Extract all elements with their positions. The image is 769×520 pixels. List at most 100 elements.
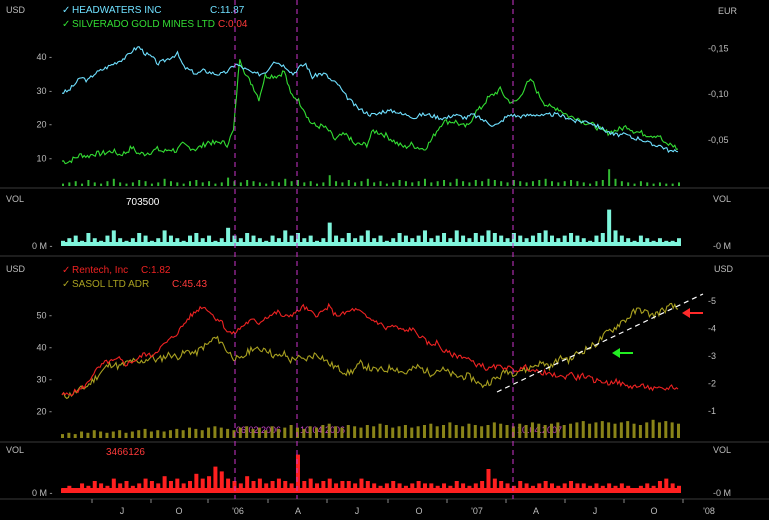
x-tick-label: J — [355, 506, 360, 516]
bottom-vol-zero-left: 0 M - — [32, 488, 53, 498]
top-volume-bar — [111, 230, 116, 246]
top-volume-bar — [530, 235, 535, 246]
top-price-volume-bar — [411, 182, 414, 186]
bottom-price-volume-bar — [346, 425, 350, 438]
top-volume-bar — [562, 235, 567, 246]
bottom-volume-bar — [283, 481, 288, 493]
bottom-price-volume-bar — [461, 426, 465, 438]
silverado-line — [61, 59, 679, 165]
bottom-price-volume-bar — [321, 425, 325, 438]
bottom-price-volume-bar — [315, 427, 319, 438]
top-price-volume-bar — [182, 183, 185, 186]
x-tick-label: '06 — [232, 506, 244, 516]
bottom-volume-bar — [365, 481, 370, 493]
bottom-price-volume-bar — [149, 431, 153, 438]
top-price-volume-bar — [125, 183, 128, 186]
top-volume-bar — [245, 233, 250, 246]
top-volume-bar — [327, 222, 332, 246]
top-volume-bar — [168, 235, 173, 246]
top-price-volume-bar — [157, 182, 160, 186]
top-price-volume-bar — [138, 180, 141, 186]
bottom-volume-bar — [92, 481, 97, 493]
bottom-volume-bar — [391, 481, 396, 493]
top-volume-bar — [461, 235, 466, 246]
trendline — [496, 293, 704, 393]
axis-tick-label: 40 - — [36, 343, 52, 353]
top-volume-bar — [537, 233, 542, 246]
top-price-volume-bar — [68, 182, 71, 186]
top-volume-bar — [283, 230, 288, 246]
bottom-price-volume-bar — [232, 430, 236, 438]
top-price-volume-bar — [671, 183, 674, 186]
top-price-volume-bar — [271, 181, 274, 186]
bottom-price-volume-bar — [264, 430, 268, 438]
top-price-volume-bar — [277, 182, 280, 186]
bottom-price-volume-bar — [175, 428, 179, 438]
bottom-price-volume-bar — [257, 427, 261, 438]
top-price-volume-bar — [506, 182, 509, 186]
bottom-price-volume-bar — [645, 422, 649, 438]
bottom-volume-bar — [302, 481, 307, 493]
top-price-volume-bar — [328, 175, 331, 186]
bottom-price-volume-bar — [327, 423, 331, 438]
axis-tick-label: -4 — [708, 324, 716, 334]
bottom-volume-bar — [346, 481, 351, 493]
bottom-volume-bar — [657, 481, 662, 493]
top-price-volume-bar — [316, 183, 319, 186]
x-axis: J O '06 A J O '07 A J O '08 — [91, 499, 715, 516]
top-price-volume-bar — [385, 183, 388, 186]
bottom-volume-bar — [359, 478, 364, 493]
bottom-price-volume-bar — [245, 426, 249, 438]
top-vol-right-label: VOL — [713, 194, 731, 204]
top-price-volume-bar — [462, 181, 465, 186]
bottom-left-axis: 50 - 40 - 30 - 20 - — [36, 311, 52, 417]
top-volume-bar — [600, 233, 605, 246]
bottom-volume-bar — [143, 478, 148, 493]
bottom-price-volume-bar — [537, 423, 541, 438]
top-price-volume-bar — [500, 181, 503, 186]
axis-tick-label: -3 — [708, 351, 716, 361]
top-vol-annotation: 703500 — [126, 197, 160, 208]
x-tick-label: '08 — [703, 506, 715, 516]
bottom-price-volume-bar — [308, 426, 312, 438]
axis-tick-label: -0,15 — [708, 43, 729, 53]
top-price-volume-bar — [239, 182, 242, 186]
bottom-price-volume-bar — [99, 431, 103, 438]
top-price-volume-bar — [646, 182, 649, 186]
top-price-volume-bar — [150, 183, 153, 186]
bottom-volume-bar — [257, 478, 262, 493]
top-volume-bar — [575, 235, 580, 246]
top-price-volume-bar — [512, 180, 515, 186]
top-price-volume-bar — [417, 181, 420, 186]
top-volume-bar — [499, 235, 504, 246]
bottom-volume-bar — [149, 481, 154, 493]
legend-sasol-name: SASOL LTD ADR — [72, 279, 149, 290]
bottom-price-volume-bar — [391, 427, 395, 438]
top-price-volume-bar — [595, 181, 598, 186]
top-price-volume-bar — [544, 178, 547, 186]
bottom-price-volume-bar — [505, 425, 509, 438]
bottom-price-volume-bar — [480, 426, 484, 438]
top-right-axis: -0,15 -0,10 -0,05 — [708, 43, 729, 145]
bottom-legend: ✓ Rentech, Inc C:1.82 ✓ SASOL LTD ADR C:… — [62, 265, 207, 290]
top-price-volume-bar — [163, 178, 166, 186]
top-volume-bar — [378, 235, 383, 246]
axis-tick-label: -1 — [708, 406, 716, 416]
top-vol-label: VOL — [6, 194, 24, 204]
bottom-price-volume-bar — [588, 423, 592, 438]
top-price-volume-bar — [341, 182, 344, 186]
bottom-price-volume-bar — [61, 434, 64, 438]
bottom-volume-bar — [518, 481, 523, 493]
top-price-volume-bar — [106, 181, 109, 186]
legend-headwaters-name: HEADWATERS INC — [72, 5, 161, 16]
top-volume-bar — [518, 235, 523, 246]
top-volume-base — [62, 242, 678, 246]
top-price-volume-bar — [392, 182, 395, 186]
bottom-price-volume-bar — [194, 428, 198, 438]
bottom-volume-bar — [207, 476, 212, 493]
top-volume-bar — [492, 233, 497, 246]
bottom-price-volume-bar — [137, 430, 141, 438]
top-volume-bar — [143, 235, 148, 246]
top-price-volume-bar — [449, 182, 452, 186]
top-volume-bar — [480, 235, 485, 246]
